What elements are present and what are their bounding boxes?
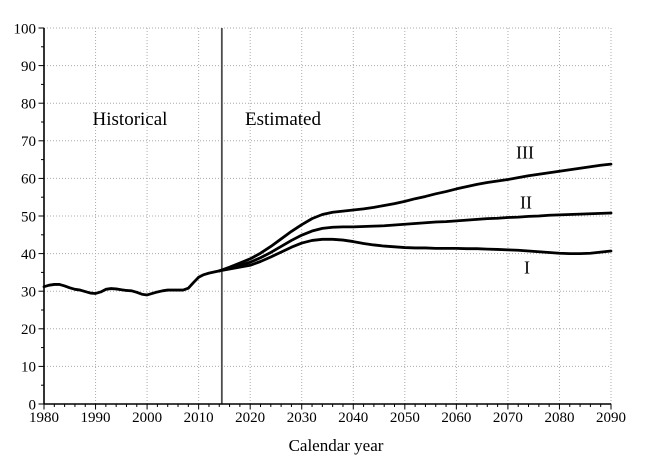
y-tick-label: 20 [21,322,36,338]
x-tick-label: 2080 [544,410,574,426]
series-label-i: I [524,257,530,278]
y-tick-label: 60 [21,172,36,188]
x-tick-label: 1980 [29,410,59,426]
y-tick-label: 90 [21,59,36,75]
historical-region-label: Historical [92,109,168,130]
series-line-i [217,237,613,273]
y-tick-label: 80 [21,96,36,112]
y-tick-label: 10 [21,360,36,376]
x-axis-title: Calendar year [288,436,384,455]
x-tick-labels: 1980 1990 2000 2010 2020 2030 2040 2050 2060 2070… [29,410,626,426]
y-tick-label: 30 [21,284,36,300]
x-tick-label: 2000 [132,410,162,426]
y-tick-label: 70 [21,134,36,150]
x-tick-label: 2020 [235,410,265,426]
x-tick-label: 2090 [596,410,626,426]
x-tick-label: 2040 [338,410,368,426]
series-line-historical [42,269,221,297]
series-line-iii [217,162,613,273]
y-tick-labels: 0 10 20 30 40 50 60 70 80 90 100 [14,21,37,413]
series-label-iii: III [516,142,534,163]
series-label-ii: II [520,192,532,213]
x-tick-label: 2030 [287,410,317,426]
y-tick-label: 40 [21,247,36,263]
x-tick-label: 2070 [493,410,523,426]
x-tick-label: 2060 [441,410,471,426]
tick-marks [38,27,612,410]
y-tick-label: 50 [21,209,36,225]
x-tick-label: 2050 [390,410,420,426]
series-line-ii [217,211,613,273]
y-tick-label: 0 [29,397,37,413]
y-tick-label: 100 [14,21,37,37]
x-tick-label: 2010 [184,410,214,426]
estimated-region-label: Estimated [245,109,321,130]
x-tick-label: 1990 [81,410,111,426]
